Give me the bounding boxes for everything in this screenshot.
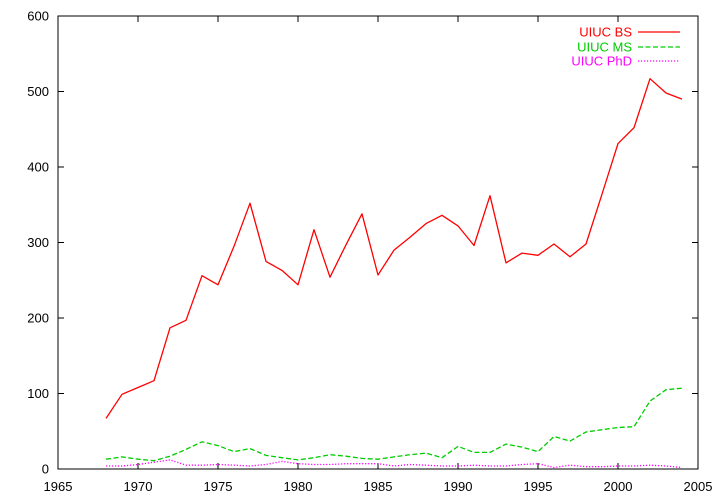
x-tick-label: 1990 xyxy=(444,479,473,494)
y-tick-label: 400 xyxy=(27,160,49,175)
y-tick-label: 300 xyxy=(27,235,49,250)
series-line-uiuc-ms xyxy=(105,387,683,462)
x-tick-label: 1965 xyxy=(44,479,73,494)
y-tick-label: 100 xyxy=(27,386,49,401)
x-tick-label: 2005 xyxy=(684,479,713,494)
legend-label-uiuc-phd: UIUC PhD xyxy=(571,54,632,69)
series-line-uiuc-phd xyxy=(106,459,683,469)
x-tick-label: 2000 xyxy=(604,479,633,494)
x-tick-label: 1975 xyxy=(204,479,233,494)
series-lines xyxy=(105,78,683,469)
series-line-uiuc-bs xyxy=(105,78,683,419)
y-tick-label: 600 xyxy=(27,9,49,24)
y-tick-label: 200 xyxy=(27,311,49,326)
x-tick-label: 1985 xyxy=(364,479,393,494)
x-tick-label: 1980 xyxy=(284,479,313,494)
x-tick-label: 1970 xyxy=(124,479,153,494)
axes: 1965 1970 1975 1980 1985 1990 1995 2000 2005 0 100… xyxy=(27,9,712,495)
y-tick-label: 500 xyxy=(27,84,49,99)
legend-label-uiuc-ms: UIUC MS xyxy=(577,40,632,55)
x-tick-label: 1995 xyxy=(524,479,553,494)
y-tick-label: 0 xyxy=(42,462,49,477)
legend-label-uiuc-bs: UIUC BS xyxy=(579,25,632,40)
plot-frame xyxy=(57,15,699,470)
